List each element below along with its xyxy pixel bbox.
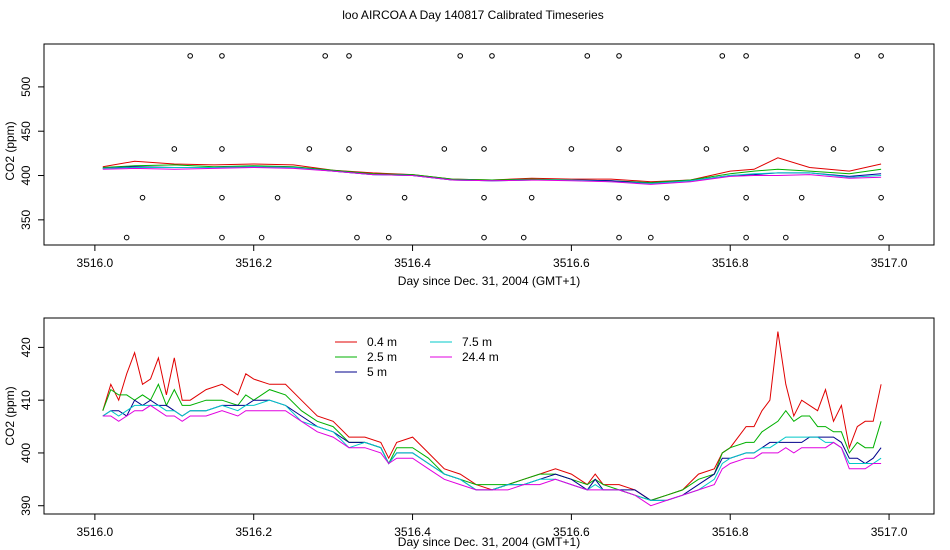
series-line (102, 166, 882, 185)
legend-label: 2.5 m (367, 350, 397, 364)
x-tick-label: 3516.4 (394, 256, 431, 270)
marker-point (830, 146, 837, 152)
x-tick-label: 3516.4 (394, 525, 431, 539)
x-tick-label: 3516.6 (553, 256, 590, 270)
marker-point (703, 146, 710, 152)
marker-point (457, 53, 464, 59)
marker-point (648, 234, 654, 241)
legend: 0.4 m2.5 m5 m 7.5 m24.4 m (335, 335, 499, 379)
marker-point (584, 53, 591, 59)
marker-points (123, 53, 884, 241)
series-lines (102, 331, 882, 507)
series-line (102, 399, 882, 501)
marker-point (346, 194, 352, 201)
legend-label: 0.4 m (367, 335, 397, 349)
marker-point (854, 53, 861, 59)
marker-point (616, 194, 622, 201)
plot-frame (43, 43, 935, 246)
y-axis-label: CO2 (ppm) (3, 386, 17, 445)
axis-ticks: 3516.0 3516.2 3516.4 3516.6 3516.8 3517.0 390 4… (19, 337, 908, 539)
y-tick-label: 420 (19, 337, 33, 357)
marker-point (616, 146, 622, 152)
y-tick-label: 450 (19, 121, 33, 141)
marker-point (123, 234, 130, 241)
series-line (102, 383, 882, 501)
series-line (102, 404, 882, 507)
marker-point (520, 234, 527, 241)
marker-point (346, 53, 352, 59)
series-line (102, 399, 882, 501)
y-tick-label: 410 (19, 390, 33, 410)
x-tick-label: 3516.2 (235, 256, 272, 270)
marker-point (616, 53, 622, 59)
legend-label: 5 m (367, 365, 387, 379)
marker-point (878, 194, 884, 201)
legend-label: 24.4 m (462, 350, 499, 364)
marker-point (306, 146, 313, 152)
marker-point (219, 146, 225, 152)
marker-point (798, 194, 805, 201)
x-tick-label: 3517.0 (871, 525, 908, 539)
top-panel: CO2 (ppm) Day since Dec. 31, 2004 (GMT+1… (3, 43, 935, 288)
marker-point (489, 53, 495, 59)
y-tick-label: 400 (19, 443, 33, 463)
marker-point (481, 194, 487, 201)
x-axis-label: Day since Dec. 31, 2004 (GMT+1) (398, 274, 580, 288)
x-axis-label: Day since Dec. 31, 2004 (GMT+1) (398, 535, 580, 549)
y-tick-label: 500 (19, 77, 33, 97)
marker-point (878, 146, 884, 152)
marker-point (385, 234, 392, 241)
bottom-panel: CO2 (ppm) Day since Dec. 31, 2004 (GMT+1… (3, 317, 935, 549)
marker-point (219, 234, 225, 241)
marker-point (171, 146, 178, 152)
marker-point (441, 146, 448, 152)
marker-point (743, 194, 749, 201)
marker-point (322, 53, 328, 59)
series-line (102, 164, 882, 184)
marker-point (219, 194, 225, 201)
marker-point (481, 146, 487, 152)
marker-point (743, 234, 749, 241)
x-tick-label: 3516.8 (712, 256, 749, 270)
marker-point (719, 53, 726, 59)
marker-point (481, 234, 487, 241)
legend-label: 7.5 m (462, 335, 492, 349)
axis-ticks: 3516.0 3516.2 3516.4 3516.6 3516.8 3517.0 350 4… (19, 77, 908, 270)
x-tick-label: 3516.0 (77, 256, 114, 270)
marker-point (616, 234, 622, 241)
marker-point (219, 53, 225, 59)
marker-point (878, 234, 884, 241)
y-tick-label: 400 (19, 165, 33, 185)
marker-point (346, 146, 352, 152)
x-tick-label: 3516.2 (235, 525, 272, 539)
x-tick-label: 3516.8 (712, 525, 749, 539)
marker-point (187, 53, 193, 59)
marker-point (878, 53, 884, 59)
marker-point (743, 53, 749, 59)
series-line (102, 157, 882, 183)
marker-point (274, 194, 281, 201)
marker-point (568, 146, 575, 152)
x-tick-label: 3516.6 (553, 525, 590, 539)
marker-point (528, 194, 535, 201)
marker-point (258, 234, 265, 241)
marker-point (354, 234, 360, 241)
series-lines (102, 157, 882, 185)
y-tick-label: 390 (19, 495, 33, 515)
marker-point (783, 234, 789, 241)
marker-point (139, 194, 146, 201)
marker-point (663, 194, 670, 201)
marker-point (743, 146, 749, 152)
plot-frame (43, 317, 935, 515)
marker-point (401, 194, 408, 201)
y-tick-label: 350 (19, 210, 33, 230)
y-axis-label: CO2 (ppm) (3, 121, 17, 180)
x-tick-label: 3516.0 (77, 525, 114, 539)
chart-title: loo AIRCOA A Day 140817 Calibrated Times… (342, 8, 603, 22)
x-tick-label: 3517.0 (871, 256, 908, 270)
